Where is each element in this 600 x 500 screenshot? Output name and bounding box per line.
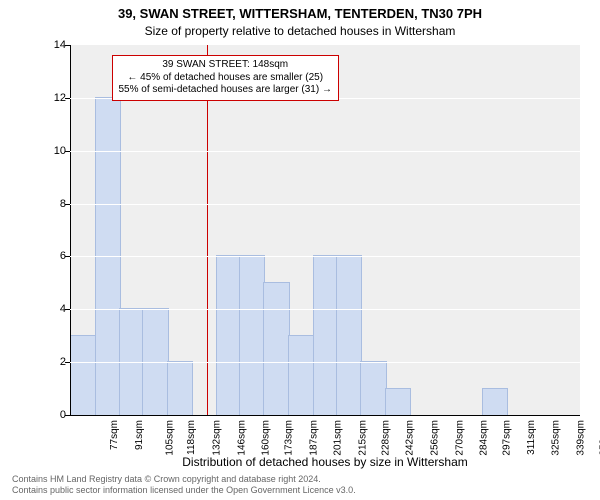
- x-tick-label: 242sqm: [405, 420, 416, 456]
- bar: [70, 335, 97, 415]
- y-axis-line: [70, 45, 71, 415]
- x-tick-label: 284sqm: [479, 420, 490, 456]
- x-tick-label: 339sqm: [576, 420, 587, 456]
- x-tick-label: 173sqm: [284, 420, 295, 456]
- bar: [482, 388, 509, 415]
- footer-line-1: Contains HM Land Registry data © Crown c…: [12, 474, 321, 484]
- bar: [288, 335, 315, 415]
- bar: [336, 255, 363, 415]
- bar: [167, 361, 194, 415]
- plot-area: [70, 45, 580, 415]
- y-gridline: [70, 309, 580, 310]
- x-tick-label: 160sqm: [261, 420, 272, 456]
- y-gridline: [70, 362, 580, 363]
- y-tick-label: 8: [60, 198, 66, 210]
- reference-line: [207, 45, 208, 415]
- x-tick-label: 91sqm: [134, 420, 145, 450]
- x-tick-label: 215sqm: [358, 420, 369, 456]
- bar: [385, 388, 412, 415]
- x-tick-label: 325sqm: [551, 420, 562, 456]
- x-tick-label: 228sqm: [380, 420, 391, 456]
- annotation-line-3: 55% of semi-detached houses are larger (…: [119, 84, 332, 95]
- chart-title-1: 39, SWAN STREET, WITTERSHAM, TENTERDEN, …: [0, 6, 600, 21]
- y-tick-label: 4: [60, 303, 66, 315]
- x-tick-label: 132sqm: [212, 420, 223, 456]
- y-gridline: [70, 151, 580, 152]
- x-tick-label: 105sqm: [164, 420, 175, 456]
- x-axis-line: [70, 415, 580, 416]
- x-tick-label: 118sqm: [186, 420, 197, 455]
- x-tick-label: 311sqm: [526, 420, 537, 455]
- x-tick-label: 256sqm: [430, 420, 441, 456]
- x-tick-label: 146sqm: [236, 420, 247, 456]
- chart-title-2: Size of property relative to detached ho…: [0, 24, 600, 38]
- y-gridline: [70, 204, 580, 205]
- bar: [239, 255, 266, 415]
- footer-line-2: Contains public sector information licen…: [12, 485, 356, 495]
- x-axis-label: Distribution of detached houses by size …: [70, 455, 580, 469]
- annotation-line-1: 39 SWAN STREET: 148sqm: [162, 59, 288, 70]
- x-tick-label: 201sqm: [333, 420, 344, 456]
- bar: [263, 282, 290, 415]
- x-tick-label: 297sqm: [502, 420, 513, 456]
- x-tick-label: 187sqm: [308, 420, 319, 456]
- annotation-line-2: ← 45% of detached houses are smaller (25…: [127, 72, 323, 83]
- y-tick-label: 12: [54, 92, 66, 104]
- chart-container: 39, SWAN STREET, WITTERSHAM, TENTERDEN, …: [0, 0, 600, 500]
- y-tick-label: 0: [60, 409, 66, 421]
- y-tick-label: 10: [54, 145, 66, 157]
- y-tick-label: 6: [60, 250, 66, 262]
- y-gridline: [70, 256, 580, 257]
- bar: [360, 361, 387, 415]
- x-tick-label: 270sqm: [454, 420, 465, 456]
- y-tick-label: 2: [60, 356, 66, 368]
- x-tick-label: 77sqm: [109, 420, 120, 450]
- annotation-box: 39 SWAN STREET: 148sqm ← 45% of detached …: [112, 55, 339, 101]
- attribution-footer: Contains HM Land Registry data © Crown c…: [12, 474, 356, 496]
- y-tick-label: 14: [54, 39, 66, 51]
